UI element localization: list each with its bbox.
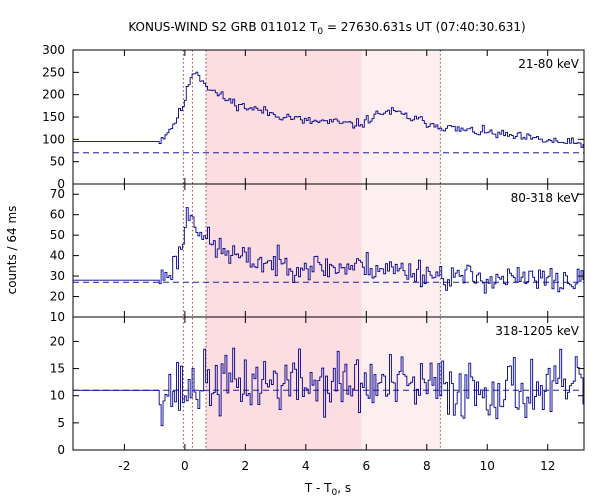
panel-frame: [72, 316, 585, 451]
panel-2: 10 20 30 40 50 60 70 80-318 keV: [50, 183, 585, 324]
y-tick-label: 70: [50, 187, 65, 201]
x-axis-label: T - T0, s: [304, 481, 351, 498]
light-curve-series: [73, 71, 584, 148]
x-tick-label: 4: [302, 459, 310, 473]
x-tick-label: 0: [181, 459, 189, 473]
energy-band-label: 21-80 keV: [518, 57, 580, 71]
light-curve-series: [73, 347, 584, 427]
panel-3: 0 5 10 15 20 318-1205 keV: [50, 316, 585, 457]
y-tick-label: 0: [57, 177, 65, 191]
panel-1: 0 50 100 150 200 250 300 21-80 keV: [42, 43, 585, 191]
y-tick-label: 0: [57, 443, 65, 457]
chart-title: KONUS-WIND S2 GRB 011012 T0 = 27630.631s…: [128, 20, 525, 37]
y-tick-label: 30: [50, 269, 65, 283]
y-tick-label: 5: [57, 416, 65, 430]
y-tick-label: 300: [42, 43, 65, 57]
x-tick-label: 8: [423, 459, 431, 473]
y-tick-label: 20: [50, 334, 65, 348]
x-tick-label: 2: [242, 459, 250, 473]
x-tick-label: 6: [362, 459, 370, 473]
y-tick-label: 40: [50, 249, 65, 263]
y-tick-label: 10: [50, 389, 65, 403]
y-tick-label: 150: [42, 110, 65, 124]
energy-band-label: 80-318 keV: [511, 191, 580, 205]
y-tick-label: 50: [50, 228, 65, 242]
x-tick-label: -2: [118, 459, 130, 473]
x-tick-label: 10: [480, 459, 495, 473]
y-tick-label: 15: [50, 362, 65, 376]
y-tick-label: 60: [50, 208, 65, 222]
y-tick-label: 10: [50, 310, 65, 324]
energy-band-label: 318-1205 keV: [495, 324, 579, 338]
y-tick-label: 250: [42, 65, 65, 79]
x-tick-label: 12: [540, 459, 555, 473]
y-tick-label: 100: [42, 132, 65, 146]
y-tick-label: 20: [50, 290, 65, 304]
y-tick-label: 200: [42, 88, 65, 102]
y-tick-label: 50: [50, 155, 65, 169]
shaded-region-2: [361, 50, 441, 450]
light-curve-series: [73, 207, 584, 294]
y-axis-label: counts / 64 ms: [5, 206, 19, 295]
